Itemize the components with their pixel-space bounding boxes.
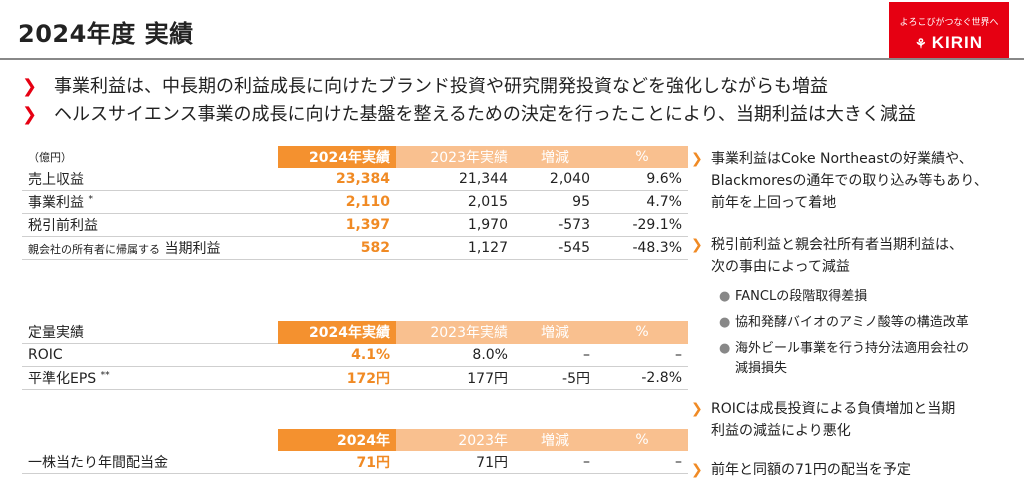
chevron-right-icon: ❯ xyxy=(691,237,703,253)
sub-note-kyowa: ● 協和発酵バイオのアミノ酸等の構造改革 xyxy=(719,313,969,333)
title-divider xyxy=(0,58,1024,60)
bullet-dot-icon: ● xyxy=(719,289,731,304)
note-roic: ❯ ROICは成長投資による負債増加と当期 利益の減益により悪化 xyxy=(691,398,955,442)
table-header-row: 定量実績 2024年実績 2023年実績 増減 % xyxy=(22,321,688,344)
header-diff: 増減 xyxy=(514,429,596,451)
bullet-dot-icon: ● xyxy=(719,341,731,356)
kirin-icon: ⚘ xyxy=(915,36,928,51)
table-row: 平準化EPS ** 172円 177円 -5円 -2.8% xyxy=(22,366,688,390)
kpi-section-label: 定量実績 xyxy=(22,321,278,344)
note-dividend: ❯ 前年と同額の71円の配当を予定 xyxy=(691,459,911,481)
header-pct: % xyxy=(596,146,688,168)
bullet-dot-icon: ● xyxy=(719,315,731,330)
note-pretax-profit: ❯ 税引前利益と親会社所有者当期利益は、 次の事由によって減益 xyxy=(691,234,963,278)
table-header-row: （億円） 2024年実績 2023年実績 増減 % xyxy=(22,146,688,168)
logo-tagline: よろこびがつなぐ世界へ xyxy=(899,18,999,28)
header-pct: % xyxy=(596,321,688,344)
footnote-mark: * xyxy=(88,194,93,205)
chevron-right-icon: ❯ xyxy=(691,462,703,478)
table-row: 事業利益 * 2,110 2,015 95 4.7% xyxy=(22,190,688,214)
table-row: ROIC 4.1% 8.0% – – xyxy=(22,343,688,367)
summary-bullet-2: ❯ ヘルスサイエンス事業の成長に向けた基盤を整えるための決定を行ったことにより、当… xyxy=(22,104,916,125)
header-2023: 2023年 xyxy=(396,429,514,451)
table-row: 親会社の所有者に帰属する 当期利益 582 1,127 -545 -48.3% xyxy=(22,236,688,260)
table-row: 税引前利益 1,397 1,970 -573 -29.1% xyxy=(22,213,688,237)
dividend-table: 2024年 2023年 増減 % 一株当たり年間配当金 71円 71円 – – xyxy=(22,429,688,474)
unit-label: （億円） xyxy=(28,151,72,164)
results-table: （億円） 2024年実績 2023年実績 増減 % 売上収益 23,384 21… xyxy=(22,146,688,260)
header-diff: 増減 xyxy=(514,146,596,168)
table-header-row: 2024年 2023年 増減 % xyxy=(22,429,688,451)
header-2024: 2024年 xyxy=(278,429,396,451)
table-row: 一株当たり年間配当金 71円 71円 – – xyxy=(22,451,688,474)
header-diff: 増減 xyxy=(514,321,596,344)
logo-brand-text: KIRIN xyxy=(931,33,983,52)
chevron-right-icon: ❯ xyxy=(691,401,703,417)
header-2023: 2023年実績 xyxy=(396,321,514,344)
logo-brand: ⚘ KIRIN xyxy=(889,33,1009,53)
footnote-mark: ** xyxy=(100,370,110,381)
note-business-profit: ❯ 事業利益はCoke Northeastの好業績や、 Blackmoresの通年… xyxy=(691,148,988,214)
kpi-table: 定量実績 2024年実績 2023年実績 増減 % ROIC 4.1% 8.0%… xyxy=(22,321,688,390)
chevron-right-icon: ❯ xyxy=(22,104,38,125)
table-row: 売上収益 23,384 21,344 2,040 9.6% xyxy=(22,168,688,191)
chevron-right-icon: ❯ xyxy=(22,76,38,97)
chevron-right-icon: ❯ xyxy=(691,151,703,167)
summary-bullet-1: ❯ 事業利益は、中長期の利益成長に向けたブランド投資や研究開発投資などを強化しなが… xyxy=(22,76,828,97)
header-2023: 2023年実績 xyxy=(396,146,514,168)
page-title: 2024年度 実績 xyxy=(18,20,194,48)
header-2024: 2024年実績 xyxy=(278,146,396,168)
header-pct: % xyxy=(596,429,688,451)
sub-note-fancl: ● FANCLの段階取得差損 xyxy=(719,287,867,307)
header-2024: 2024年実績 xyxy=(278,321,396,344)
sub-note-impairment: ● 海外ビール事業を行う持分法適用会社の 減損損失 xyxy=(719,341,970,376)
kirin-logo: よろこびがつなぐ世界へ ⚘ KIRIN xyxy=(889,2,1009,58)
